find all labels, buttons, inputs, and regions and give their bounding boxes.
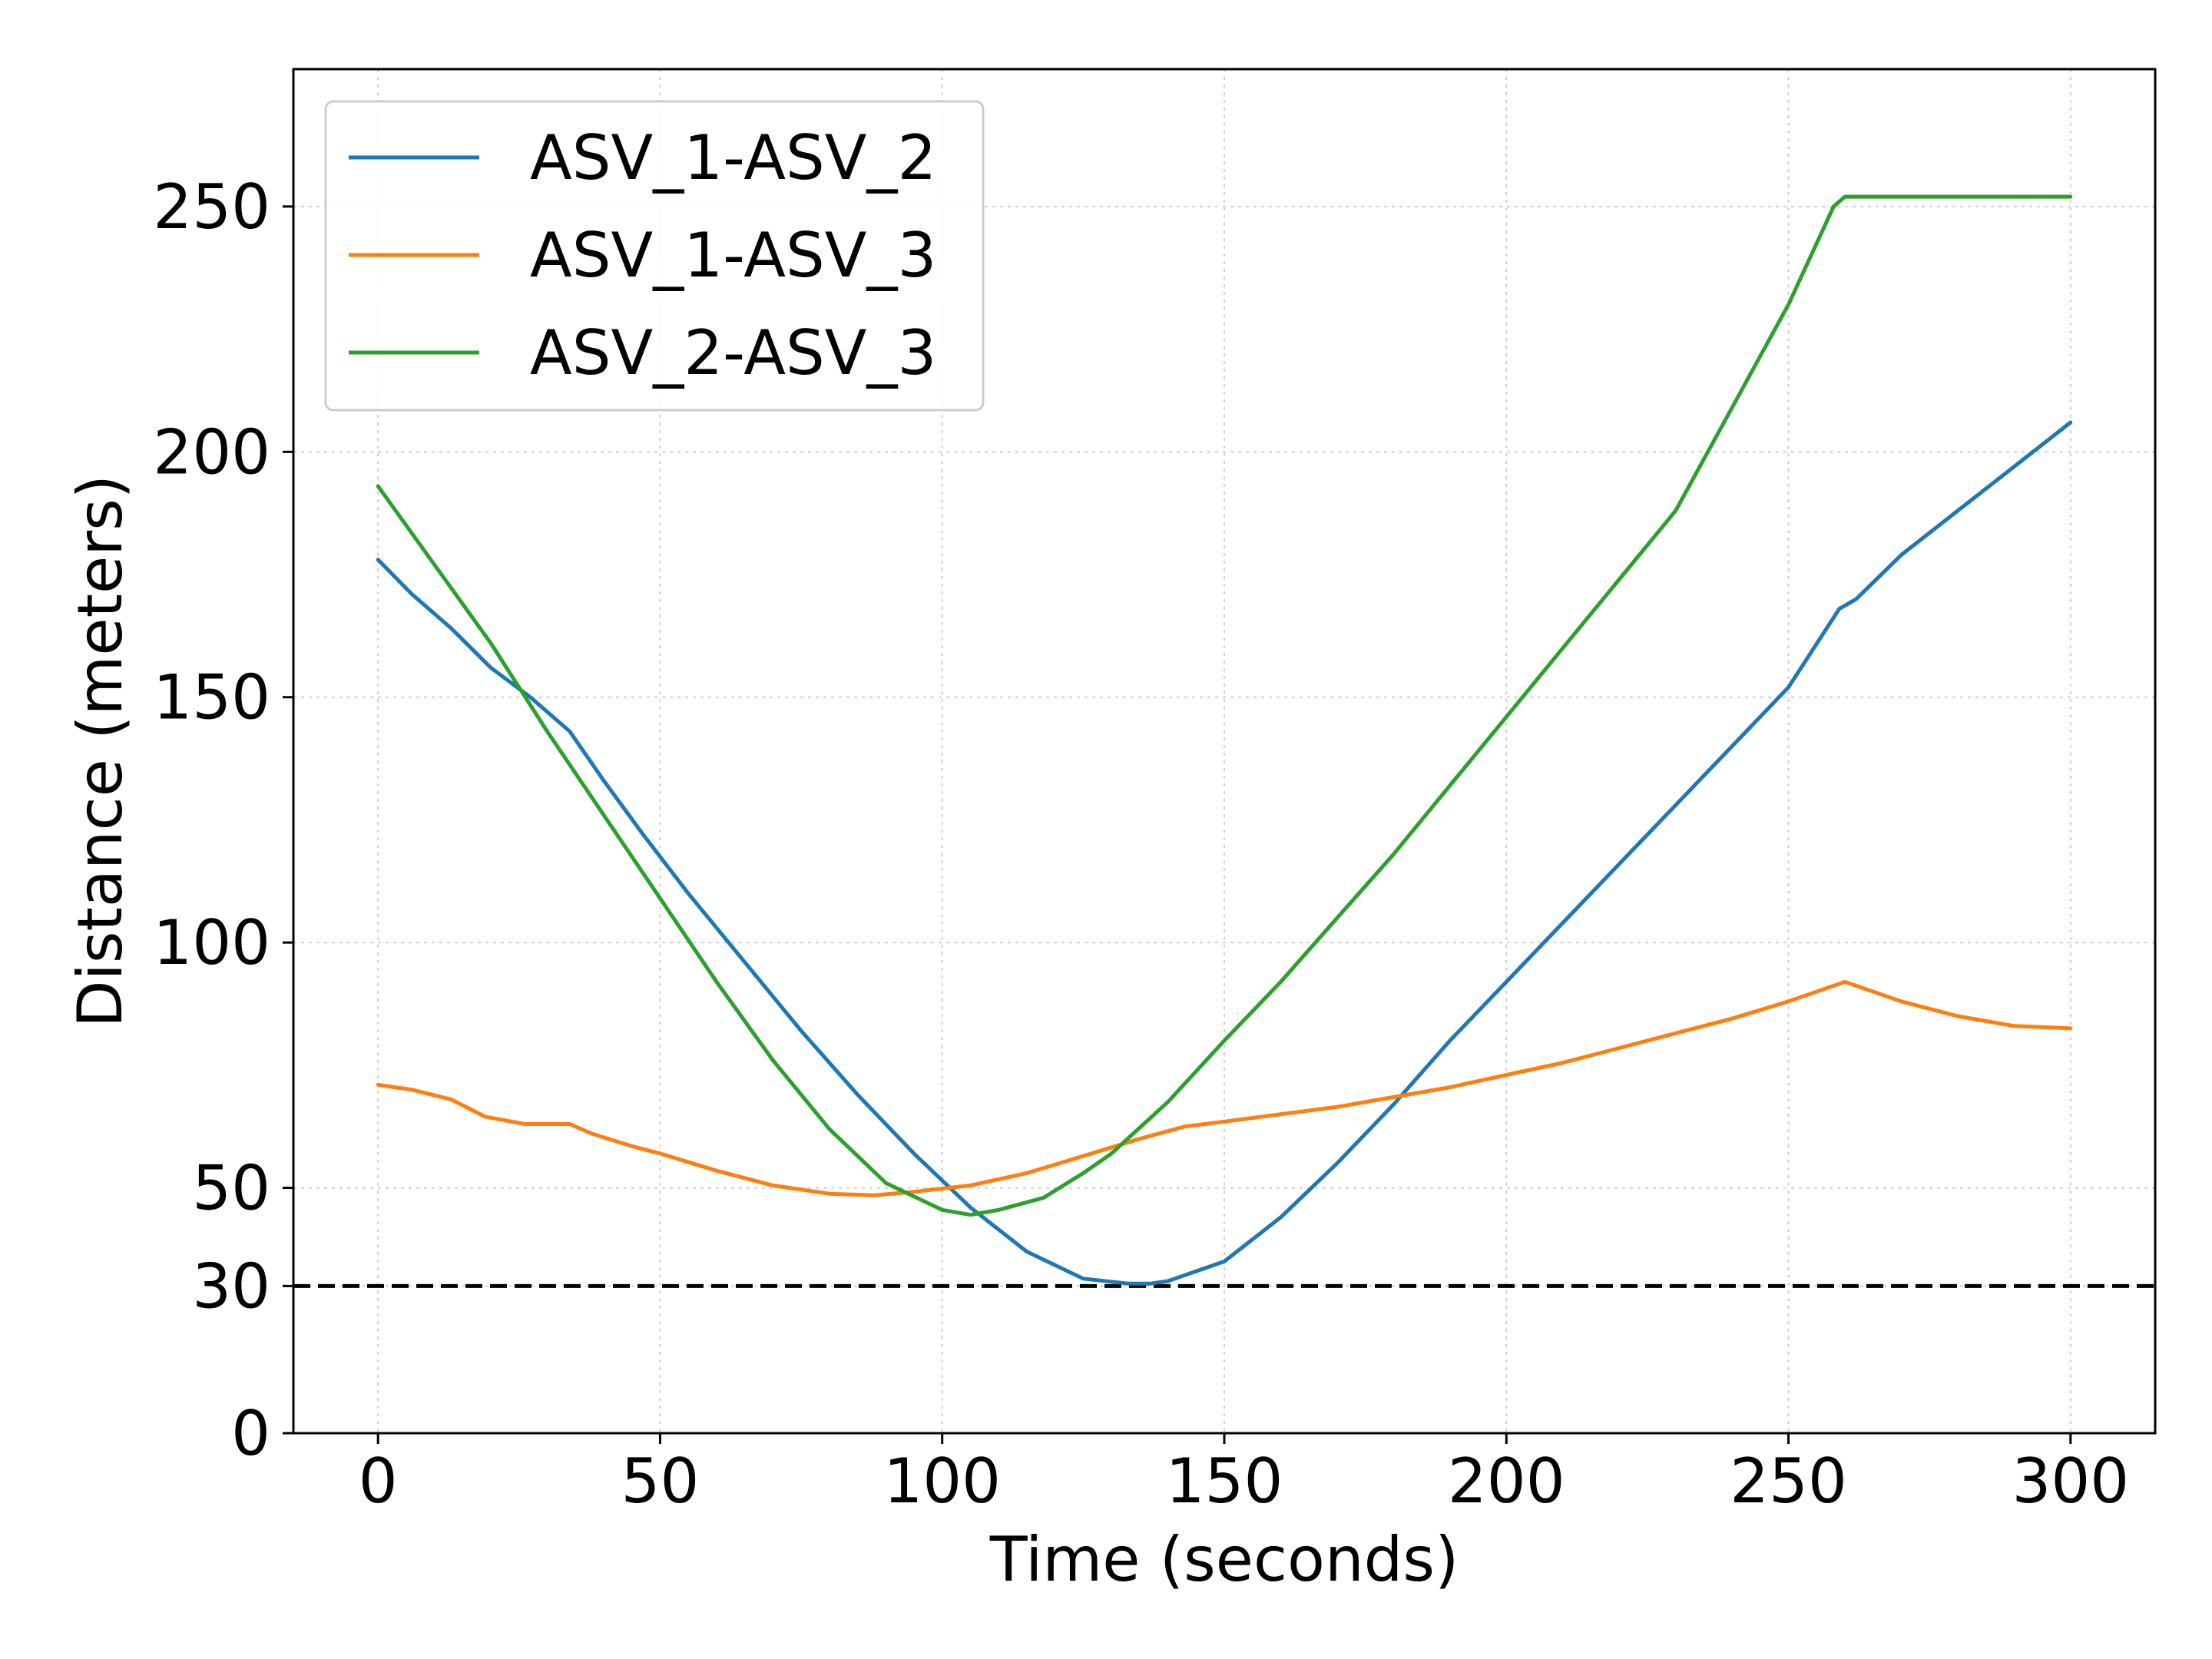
y-tick-label: 200 xyxy=(153,416,270,488)
axis-ticks: 0 50 100 150 200 250 300 0 30 50 100 150 200 250 xyxy=(153,171,2129,1517)
y-tick-label: 50 xyxy=(192,1153,270,1224)
y-axis-label: Distance (meters) xyxy=(65,475,136,1028)
y-tick-label: 250 xyxy=(153,171,270,243)
x-tick-label: 200 xyxy=(1448,1445,1565,1517)
x-tick-label: 0 xyxy=(359,1445,398,1517)
legend-label: ASV_2-ASV_3 xyxy=(530,317,936,389)
y-tick-label: 150 xyxy=(153,662,270,733)
x-tick-label: 50 xyxy=(621,1445,700,1517)
legend-box xyxy=(324,100,985,412)
legend: ASV_1-ASV_2 ASV_1-ASV_3 ASV_2-ASV_3 xyxy=(324,100,985,412)
x-axis-label: Time (seconds) xyxy=(989,1524,1459,1595)
series-layer xyxy=(376,194,2073,1286)
y-tick-label: 30 xyxy=(192,1250,270,1322)
series-line-3 xyxy=(376,194,2073,1217)
legend-label: ASV_1-ASV_2 xyxy=(530,122,936,194)
series-line-2 xyxy=(376,979,2073,1197)
x-tick-label: 150 xyxy=(1166,1445,1283,1517)
x-tick-label: 300 xyxy=(2012,1445,2129,1517)
x-tick-label: 100 xyxy=(883,1445,1001,1517)
y-tick-label: 0 xyxy=(231,1398,270,1469)
x-tick-label: 250 xyxy=(1730,1445,1847,1517)
y-tick-label: 100 xyxy=(153,907,270,979)
legend-label: ASV_1-ASV_3 xyxy=(530,220,936,291)
series-line-1 xyxy=(376,420,2073,1286)
